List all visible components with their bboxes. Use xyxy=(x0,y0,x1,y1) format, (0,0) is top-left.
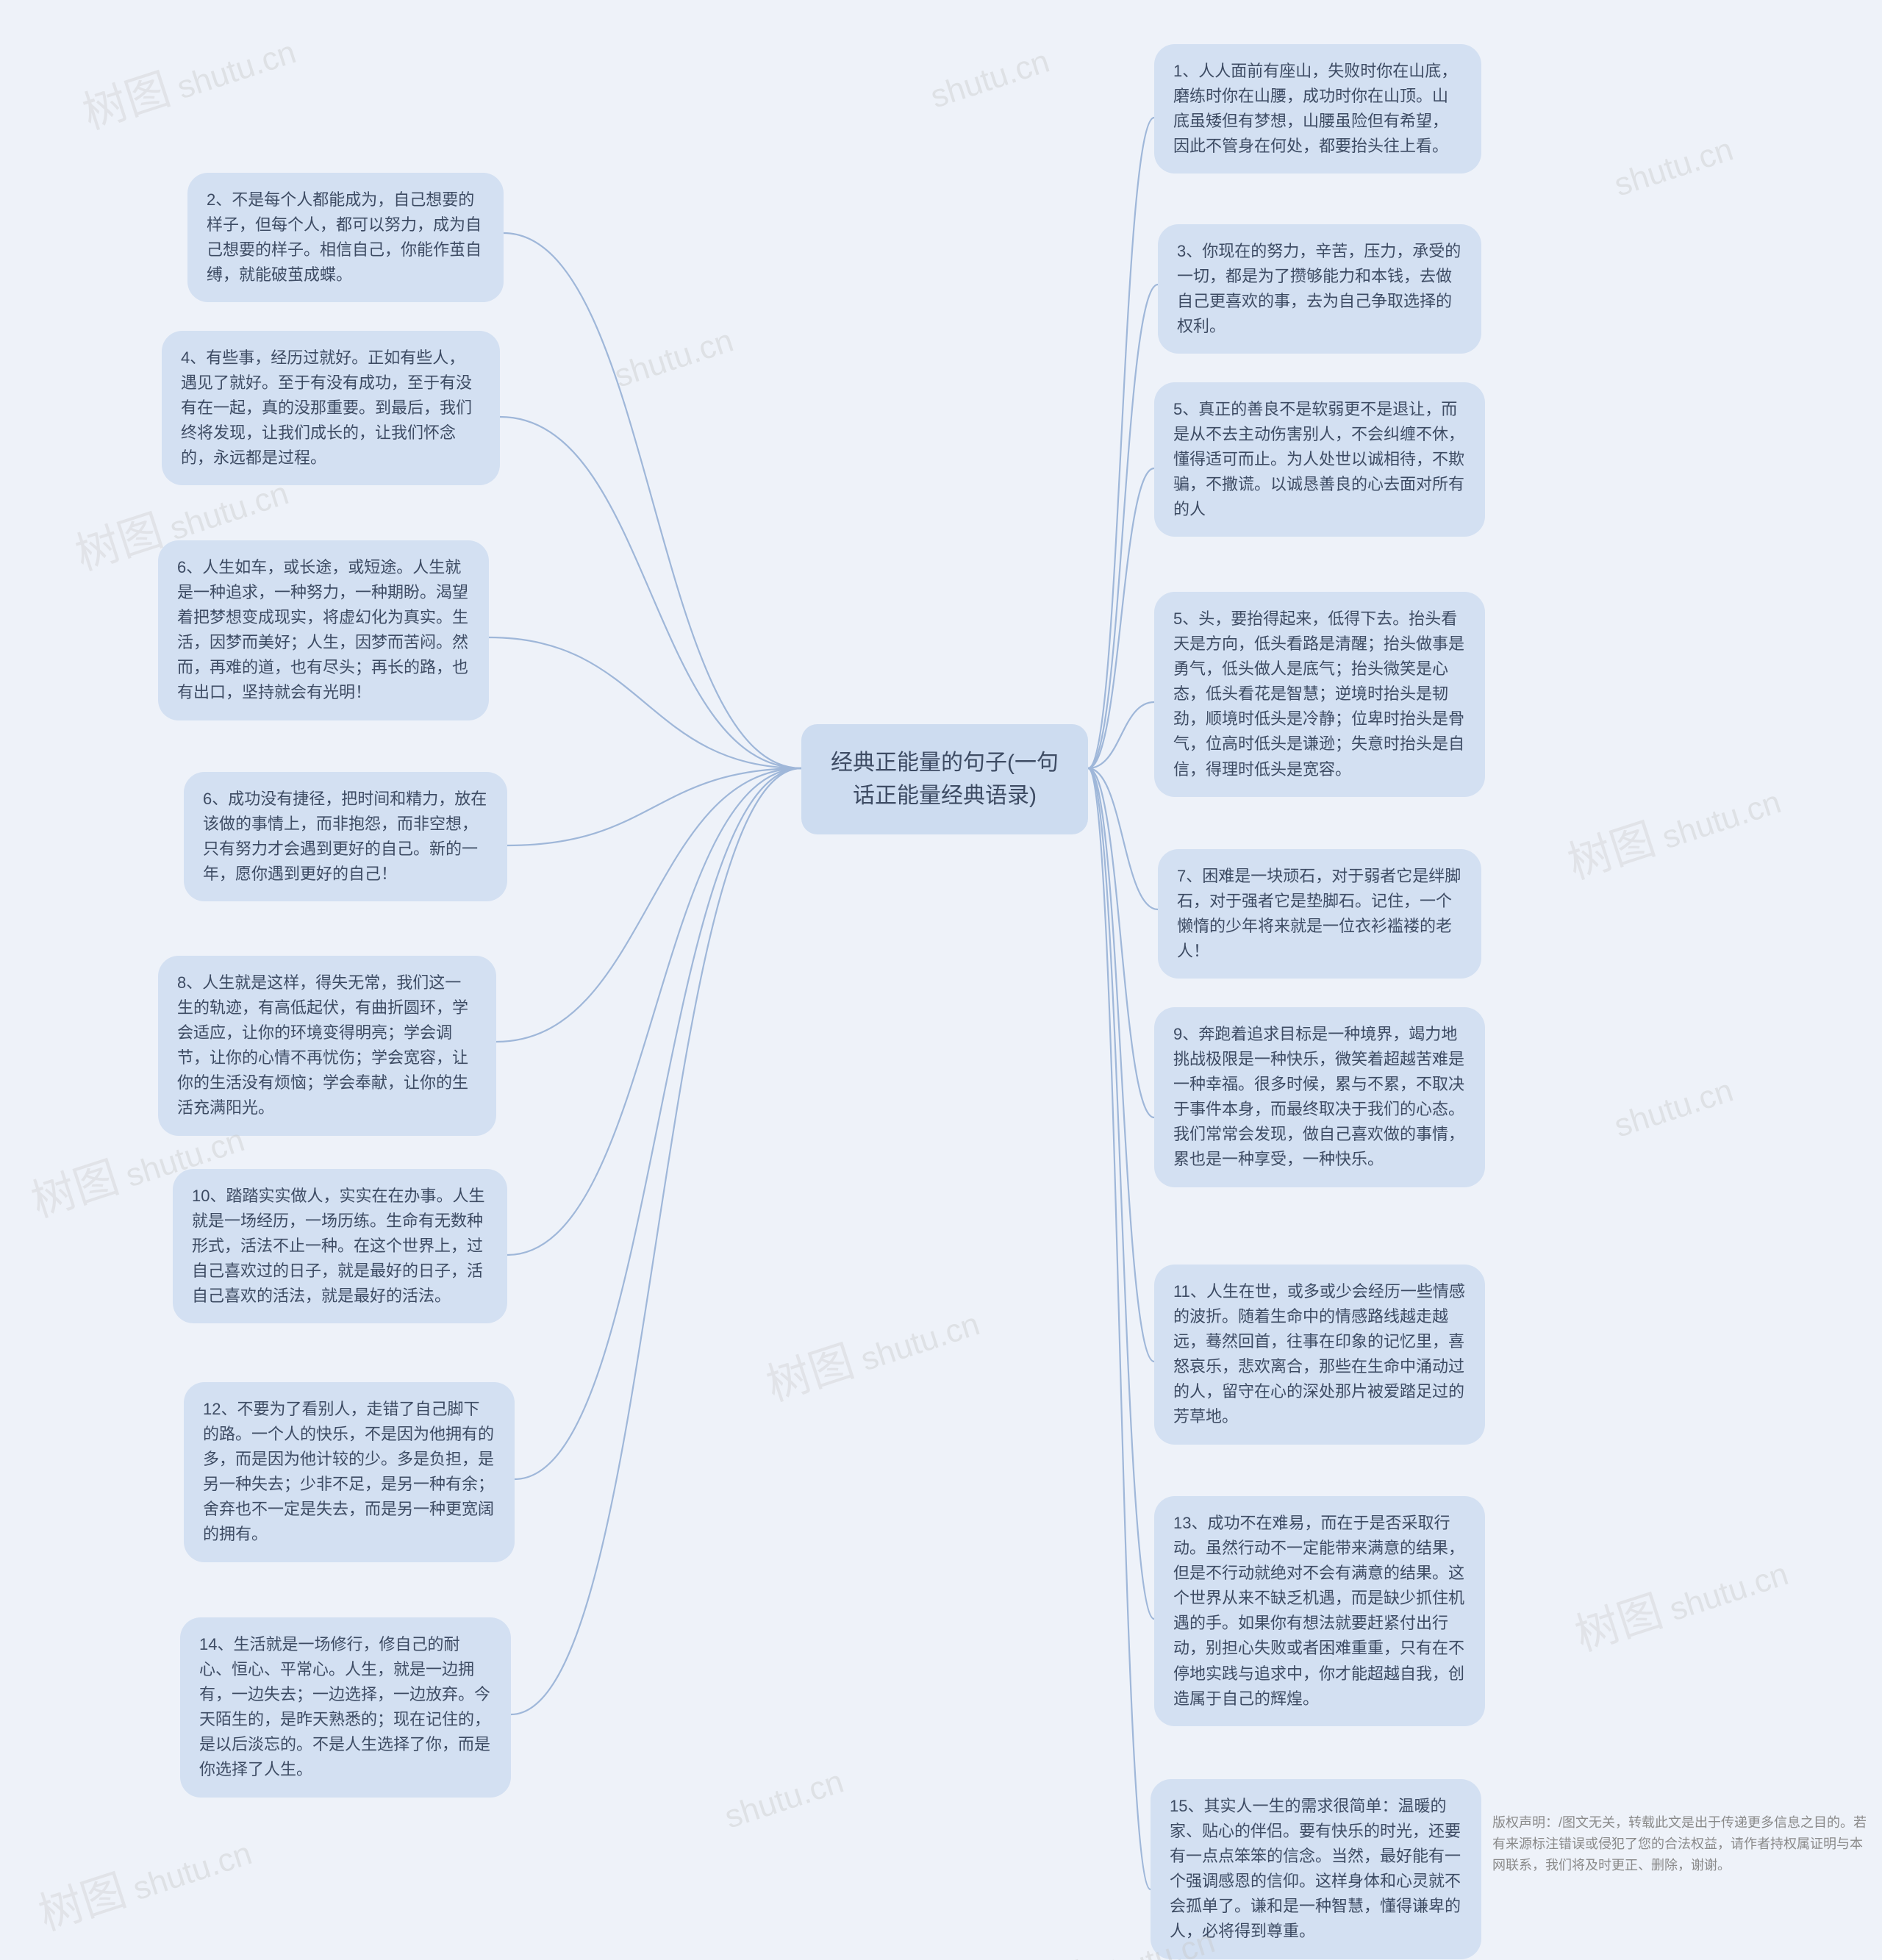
edge xyxy=(1088,768,1151,1889)
node-l6b: 6、成功没有捷径，把时间和精力，放在该做的事情上，而非抱怨，而非空想，只有努力才… xyxy=(184,772,507,901)
watermark: 树图 shutu.cn xyxy=(1559,763,1787,892)
edge xyxy=(500,417,801,768)
watermark: shutu.cn xyxy=(720,1764,848,1836)
node-r13: 13、成功不在难易，而在于是否采取行动。虽然行动不一定能带来满意的结果，但是不行… xyxy=(1154,1496,1485,1726)
watermark: 树图 shutu.cn xyxy=(1566,1535,1795,1664)
edge xyxy=(496,768,801,1042)
edge xyxy=(1088,768,1154,1362)
node-l2: 2、不是每个人都能成为，自己想要的样子，但每个人，都可以努力，成为自己想要的样子… xyxy=(187,173,504,302)
node-l8: 8、人生就是这样，得失无常，我们这一生的轨迹，有高低起伏，有曲折圆环，学会适应，… xyxy=(158,956,496,1136)
edge xyxy=(515,768,801,1479)
node-r11: 11、人生在世，或多或少会经历一些情感的波折。随着生命中的情感路线越走越远，蓦然… xyxy=(1154,1265,1485,1445)
edge xyxy=(1088,118,1154,768)
node-r9: 9、奔跑着追求目标是一种境界，竭力地挑战极限是一种快乐，微笑着超越苦难是一种幸福… xyxy=(1154,1007,1485,1187)
node-r3: 3、你现在的努力，辛苦，压力，承受的一切，都是为了攒够能力和本钱，去做自己更喜欢… xyxy=(1158,224,1481,354)
node-r15: 15、其实人一生的需求很简单：温暖的家、贴心的伴侣。要有快乐的时光，还要有一点点… xyxy=(1151,1779,1481,1959)
node-l4: 4、有些事，经历过就好。正如有些人，遇见了就好。至于有没有成功，至于有没有在一起… xyxy=(162,331,500,485)
edge xyxy=(504,233,801,768)
center-node: 经典正能量的句子(一句话正能量经典语录) xyxy=(801,724,1088,834)
node-l10: 10、踏踏实实做人，实实在在办事。人生就是一场经历，一场历练。生命有无数种形式，… xyxy=(173,1169,507,1323)
edge xyxy=(1088,468,1154,768)
node-r5a: 5、真正的善良不是软弱更不是退让，而是从不去主动伤害别人，不会纠缠不休，懂得适可… xyxy=(1154,382,1485,537)
node-l14: 14、生活就是一场修行，修自己的耐心、恒心、平常心。人生，就是一边拥有，一边失去… xyxy=(180,1617,511,1798)
edge xyxy=(507,768,801,845)
mindmap-canvas: 经典正能量的句子(一句话正能量经典语录) 2、不是每个人都能成为，自己想要的样子… xyxy=(0,0,1882,1960)
watermark: shutu.cn xyxy=(1610,1073,1738,1145)
edge xyxy=(1088,768,1154,1619)
edge xyxy=(1088,285,1158,768)
edge xyxy=(507,768,801,1255)
node-r1: 1、人人面前有座山，失败时你在山底，磨练时你在山腰，成功时你在山顶。山底虽矮但有… xyxy=(1154,44,1481,174)
watermark: 树图 shutu.cn xyxy=(29,1814,258,1943)
edge xyxy=(1088,768,1154,1117)
watermark: 树图 shutu.cn xyxy=(757,1285,986,1414)
node-l12: 12、不要为了看别人，走错了自己脚下的路。一个人的快乐，不是因为他拥有的多，而是… xyxy=(184,1382,515,1562)
edge xyxy=(511,768,801,1714)
watermark: shutu.cn xyxy=(1610,132,1738,204)
edge xyxy=(1088,702,1154,768)
copyright-text: 版权声明：/图文无关，转载此文是出于传递更多信息之目的。若有来源标注错误或侵犯了… xyxy=(1492,1812,1875,1875)
node-l6a: 6、人生如车，或长途，或短途。人生就是一种追求，一种努力，一种期盼。渴望着把梦想… xyxy=(158,540,489,720)
edge xyxy=(489,637,801,768)
watermark: shutu.cn xyxy=(610,323,738,396)
edge xyxy=(1088,768,1158,909)
node-r5b: 5、头，要抬得起来，低得下去。抬头看天是方向，低头看路是清醒；抬头做事是勇气，低… xyxy=(1154,592,1485,797)
watermark: shutu.cn xyxy=(926,43,1054,116)
watermark: 树图 shutu.cn xyxy=(74,13,302,142)
node-r7: 7、困难是一块顽石，对于弱者它是绊脚石，对于强者它是垫脚石。记住，一个懒惰的少年… xyxy=(1158,849,1481,979)
